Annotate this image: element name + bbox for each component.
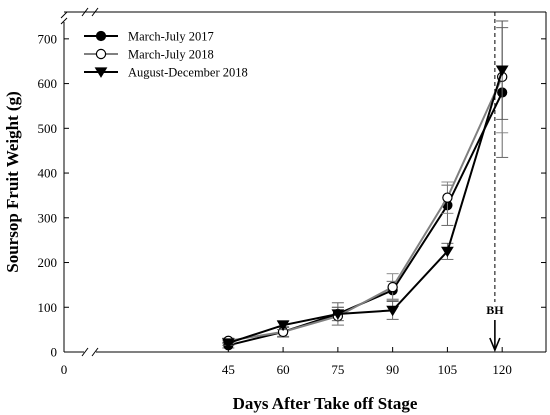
data-point (441, 246, 454, 258)
x-tick-label: 105 (438, 362, 458, 377)
series-line (228, 76, 504, 342)
x-tick-label: 120 (492, 362, 512, 377)
x-tick-label: 0 (61, 362, 68, 377)
x-axis-break-mark (81, 347, 89, 357)
legend-label: August-December 2018 (128, 66, 248, 80)
data-point (495, 65, 509, 77)
y-tick-label: 700 (38, 31, 58, 46)
x-axis-break-mark (91, 347, 99, 357)
y-tick-label: 500 (38, 121, 58, 136)
y-tick-label: 200 (38, 255, 58, 270)
bh-label: BH (486, 303, 504, 317)
data-point (221, 338, 235, 349)
series-2 (221, 20, 509, 349)
y-tick-label: 400 (38, 166, 58, 181)
legend-label: March-July 2018 (128, 48, 214, 62)
legend-marker (94, 67, 108, 78)
legend-marker (95, 48, 107, 60)
series-line (228, 69, 504, 345)
data-point (442, 192, 453, 203)
x-tick-label: 60 (277, 362, 290, 377)
y-tick-label: 100 (38, 300, 58, 315)
x-tick-label: 90 (386, 362, 399, 377)
y-axis-title: Soursop Fruit Weight (g) (3, 91, 22, 273)
data-point (386, 305, 400, 317)
y-tick-label: 300 (38, 210, 58, 225)
legend-label: March-July 2017 (128, 30, 214, 44)
y-axis-break-mark (60, 17, 68, 25)
x-tick-label: 45 (222, 362, 235, 377)
data-point (387, 281, 398, 293)
y-tick-label: 0 (51, 345, 58, 360)
y-axis-break-mark (60, 11, 68, 19)
series-line (228, 92, 504, 347)
data-point (276, 320, 290, 332)
y-tick-label: 600 (38, 76, 58, 91)
series-1 (222, 20, 509, 347)
legend-marker (95, 30, 107, 42)
data-point (331, 309, 345, 320)
top-break-mark (81, 7, 89, 17)
top-break-mark (91, 7, 99, 17)
bh-arrow-head (489, 337, 501, 353)
x-tick-label: 75 (331, 362, 344, 377)
x-axis-title: Days After Take off Stage (233, 394, 418, 413)
